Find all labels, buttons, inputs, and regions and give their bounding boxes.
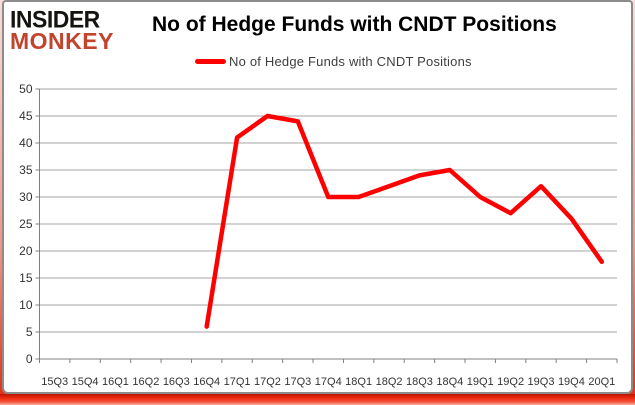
y-axis-tick-label: 25 bbox=[19, 217, 33, 231]
x-axis-tick-label: 19Q4 bbox=[558, 376, 585, 388]
x-axis-tick-label: 16Q3 bbox=[163, 376, 190, 388]
page-title: No of Hedge Funds with CNDT Positions bbox=[152, 13, 557, 36]
x-axis-tick-label: 19Q2 bbox=[497, 376, 524, 388]
x-axis-tick-label: 16Q4 bbox=[193, 376, 220, 388]
y-axis-tick-label: 10 bbox=[19, 298, 33, 312]
x-axis-tick-label: 17Q3 bbox=[284, 376, 311, 388]
insider-monkey-logo: INSIDER MONKEY bbox=[10, 5, 150, 54]
x-axis-tick-label: 15Q4 bbox=[72, 376, 99, 388]
x-axis-tick-label: 19Q3 bbox=[528, 376, 555, 388]
x-axis-tick-label: 18Q1 bbox=[345, 376, 372, 388]
x-axis-tick-label: 16Q1 bbox=[102, 376, 129, 388]
x-axis-tick-label: 18Q2 bbox=[376, 376, 403, 388]
x-axis-tick-label: 17Q2 bbox=[254, 376, 281, 388]
y-axis-tick-label: 45 bbox=[19, 109, 33, 123]
x-axis-tick-label: 16Q2 bbox=[132, 376, 159, 388]
y-axis-tick-label: 5 bbox=[26, 325, 33, 339]
y-axis-tick-label: 35 bbox=[19, 163, 33, 177]
y-axis-tick-label: 40 bbox=[19, 136, 33, 150]
legend-line-swatch-icon bbox=[195, 59, 226, 64]
logo-text-monkey: MONKEY bbox=[10, 28, 114, 54]
x-axis-tick-label: 18Q3 bbox=[406, 376, 433, 388]
legend-label: No of Hedge Funds with CNDT Positions bbox=[229, 54, 472, 69]
y-axis-tick-label: 15 bbox=[19, 271, 33, 285]
series-line bbox=[204, 113, 605, 329]
chart-legend: No of Hedge Funds with CNDT Positions bbox=[195, 54, 472, 69]
y-axis-tick-label: 0 bbox=[26, 352, 33, 366]
x-axis-tick-label: 17Q4 bbox=[315, 376, 342, 388]
x-axis-tick-label: 17Q1 bbox=[224, 376, 251, 388]
x-axis-tick-label: 15Q3 bbox=[41, 376, 68, 388]
y-axis-tick-label: 20 bbox=[19, 244, 33, 258]
x-axis-tick-label: 20Q1 bbox=[588, 376, 615, 388]
x-axis-tick-label: 19Q1 bbox=[467, 376, 494, 388]
x-axis-tick-label: 18Q4 bbox=[436, 376, 463, 388]
y-axis-tick-label: 30 bbox=[19, 190, 33, 204]
red-frame-band bbox=[0, 394, 635, 405]
logo-text-insider: INSIDER bbox=[10, 5, 100, 33]
y-axis-tick-label: 50 bbox=[19, 82, 33, 96]
